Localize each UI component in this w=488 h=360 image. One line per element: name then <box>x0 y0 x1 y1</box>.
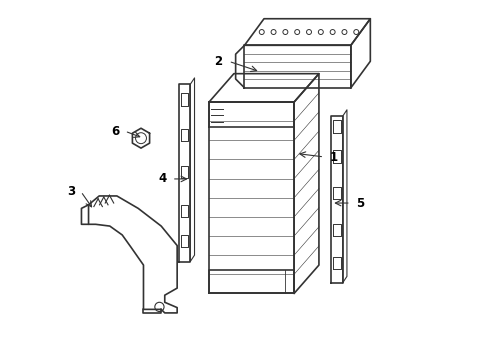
Text: 2: 2 <box>214 55 222 68</box>
Text: 5: 5 <box>355 197 364 210</box>
Text: 1: 1 <box>329 151 337 164</box>
Text: 6: 6 <box>111 125 120 138</box>
Text: 3: 3 <box>67 185 75 198</box>
Text: 4: 4 <box>158 172 166 185</box>
